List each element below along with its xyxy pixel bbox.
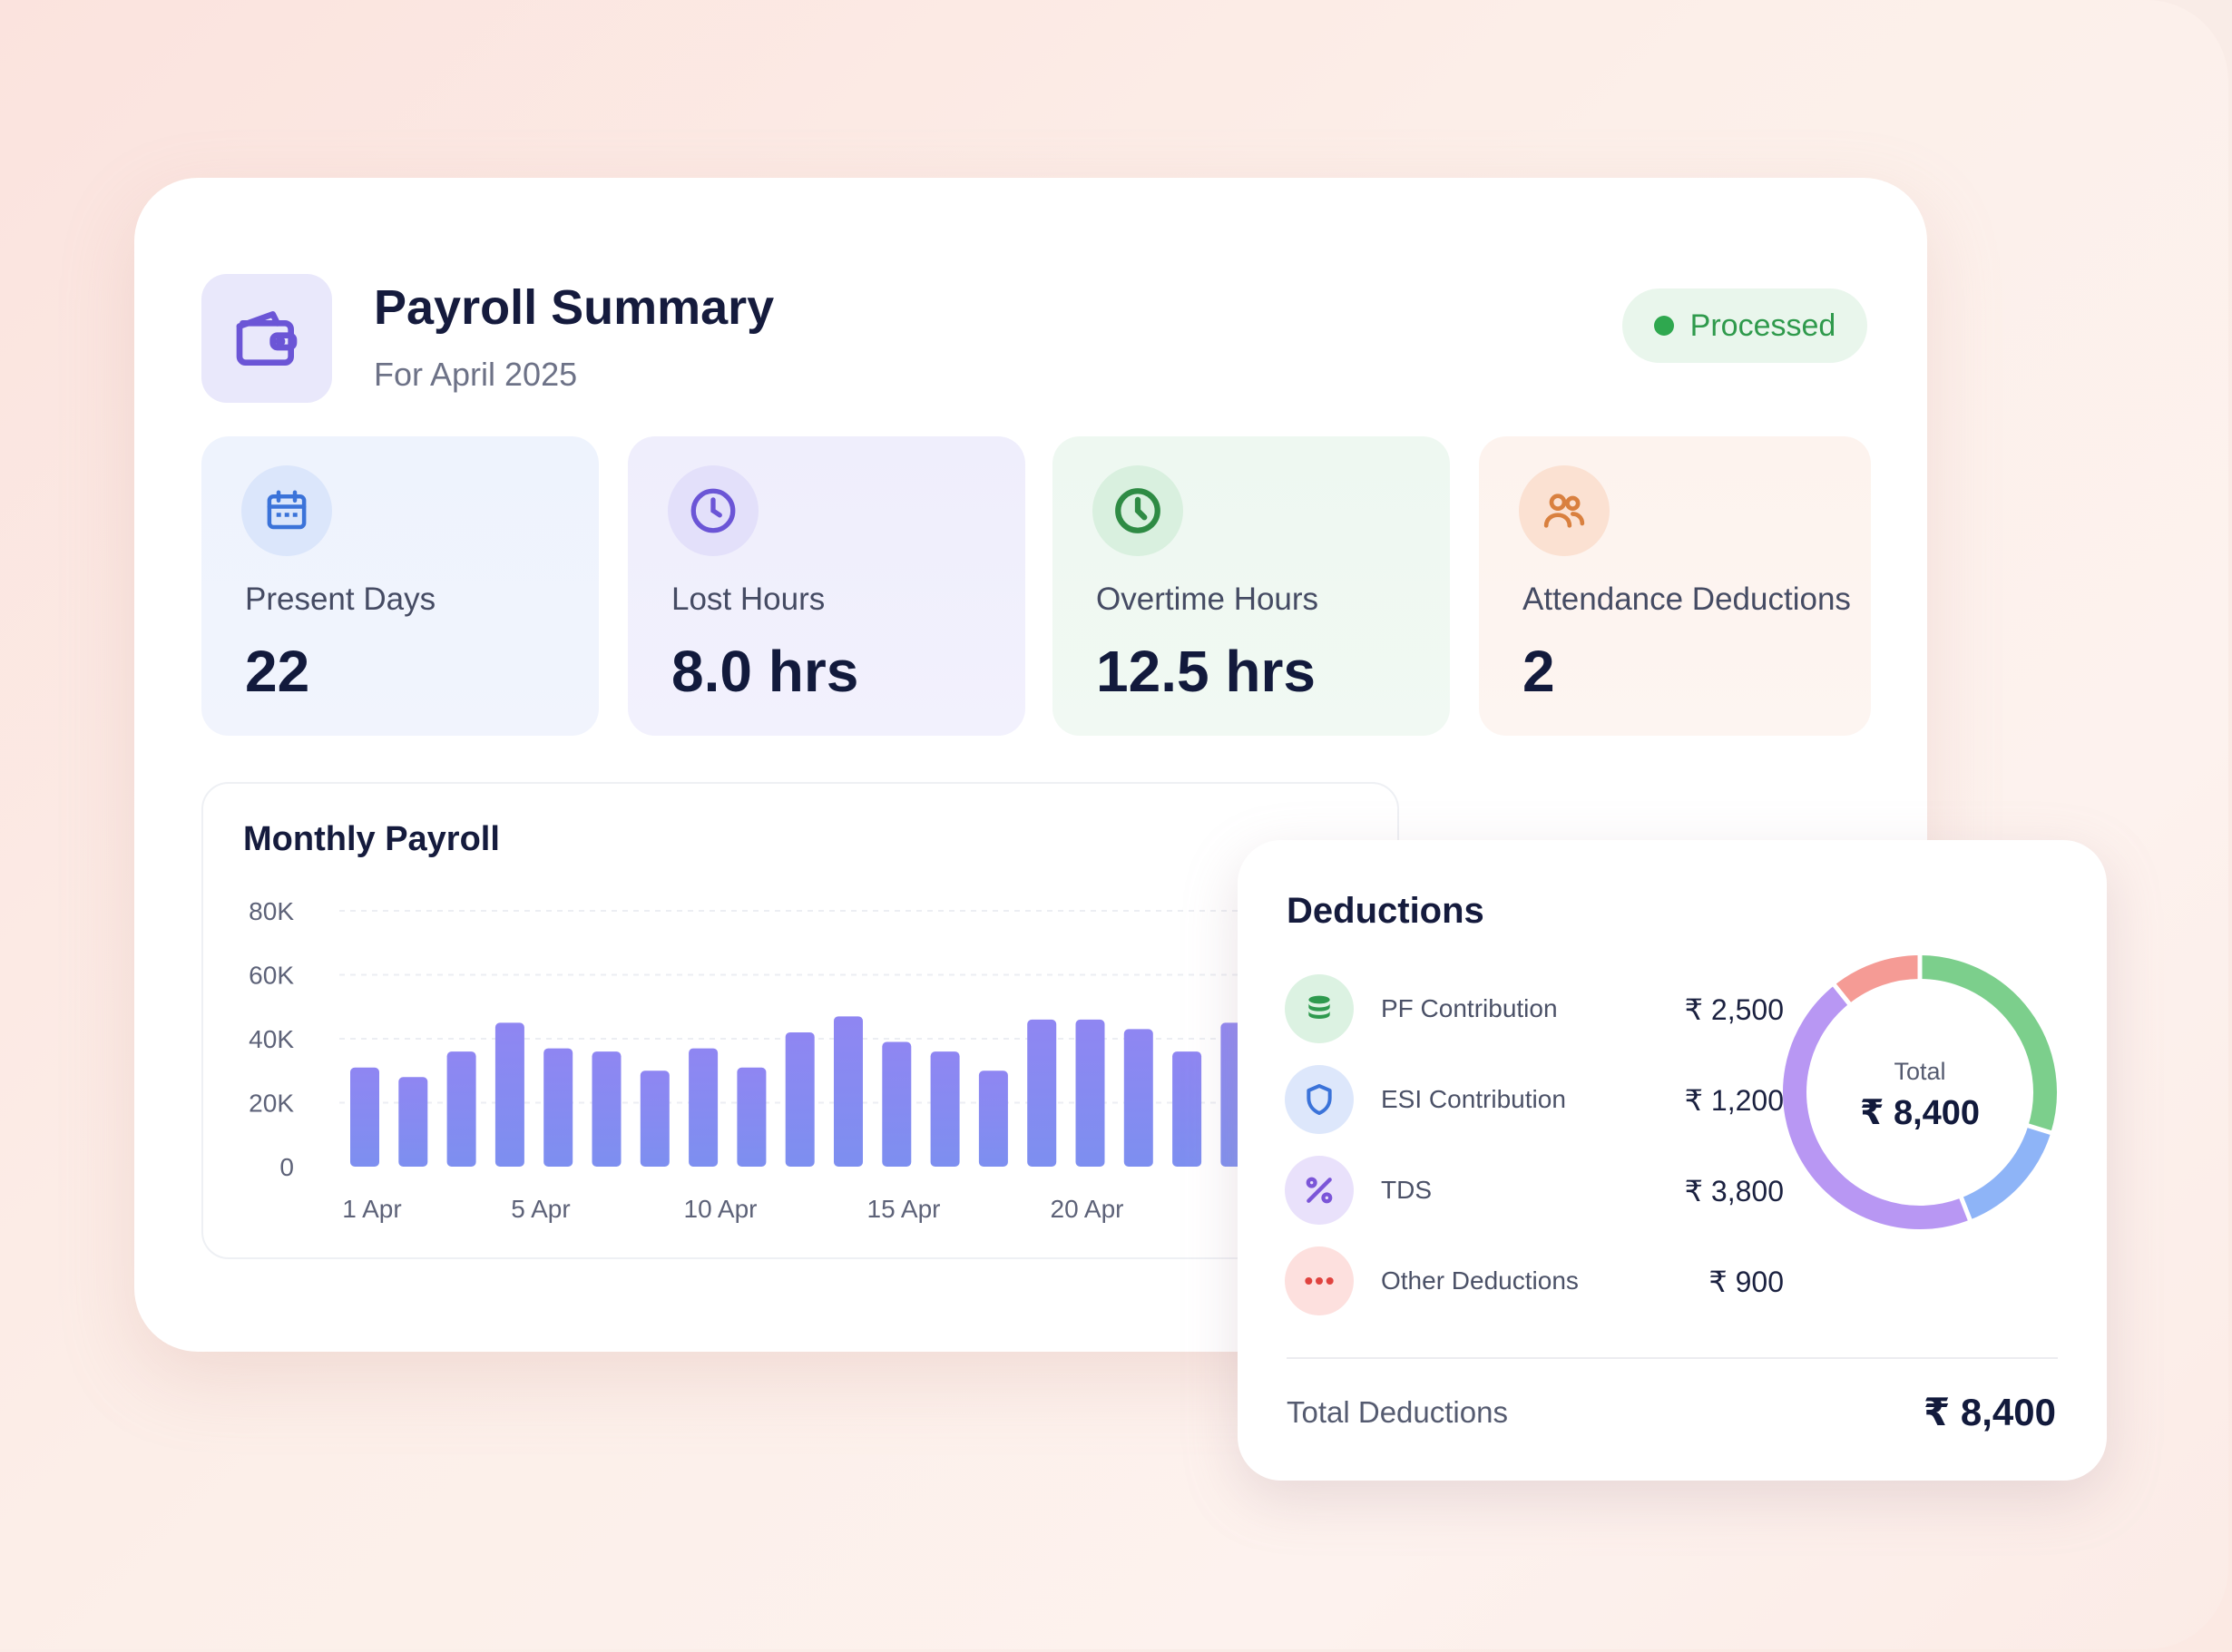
y-tick-label: 0 <box>279 1153 294 1181</box>
donut-segment[interactable] <box>1961 1125 2051 1220</box>
payroll-bar[interactable] <box>446 1051 476 1167</box>
donut-separator <box>1958 1195 1973 1223</box>
payroll-summary-card: Payroll Summary For April 2025 Processed… <box>134 178 1927 1352</box>
y-tick-label: 40K <box>249 1025 294 1053</box>
payroll-bar[interactable] <box>494 1022 524 1167</box>
deduction-name: TDS <box>1381 1176 1432 1204</box>
deduction-row-tds: TDS ₹ 3,800 <box>1285 1156 1784 1227</box>
payroll-bar[interactable] <box>1172 1051 1202 1167</box>
payroll-bar[interactable] <box>882 1041 912 1167</box>
deduction-amount: ₹ 2,500 <box>1684 993 1784 1026</box>
total-deductions-label: Total Deductions <box>1287 1395 1508 1429</box>
page-subtitle: For April 2025 <box>374 356 578 393</box>
deduction-amount: ₹ 3,800 <box>1684 1175 1784 1207</box>
divider <box>1287 1357 2058 1359</box>
deduction-amount: ₹ 900 <box>1708 1266 1784 1298</box>
x-tick-label: 15 Apr <box>867 1195 941 1223</box>
payroll-bar[interactable] <box>785 1031 815 1167</box>
total-deductions-value: ₹ 8,400 <box>1924 1391 2056 1433</box>
x-tick-label: 5 Apr <box>511 1195 570 1223</box>
donut-separator <box>1831 982 1853 1007</box>
payroll-bar[interactable] <box>978 1070 1008 1167</box>
payroll-bar[interactable] <box>1123 1029 1153 1167</box>
y-tick-label: 80K <box>249 897 294 925</box>
coins-icon <box>1285 974 1354 1043</box>
deduction-row-pf: PF Contribution ₹ 2,500 <box>1285 974 1784 1045</box>
deduction-row-esi: ESI Contribution ₹ 1,200 <box>1285 1065 1784 1136</box>
deductions-title: Deductions <box>1287 891 1484 931</box>
stat-card-lost-hours: Lost Hours 8.0 hrs <box>628 436 1025 736</box>
payroll-bar[interactable] <box>543 1048 573 1167</box>
status-badge: Processed <box>1622 288 1867 363</box>
calendar-icon <box>241 465 332 556</box>
wallet-tile <box>201 274 332 403</box>
clock-icon <box>668 465 759 556</box>
stat-card-attendance-deductions: Attendance Deductions 2 <box>1479 436 1871 736</box>
stat-value: 22 <box>245 639 310 704</box>
users-icon <box>1519 465 1610 556</box>
y-tick-label: 60K <box>249 962 294 990</box>
monthly-payroll-chart-card: Monthly Payroll 80K 60K 40K 20K 0 1 Apr 5 Apr 1… <box>201 782 1399 1259</box>
deduction-name: ESI Contribution <box>1381 1085 1566 1113</box>
donut-total-value: ₹ 8,400 <box>1859 1094 1981 1132</box>
deductions-card: Deductions PF Contribution ₹ 2,500 ESI C… <box>1238 840 2107 1481</box>
donut-segment[interactable] <box>1834 955 1921 1004</box>
payroll-bar[interactable] <box>350 1067 379 1167</box>
chart-title: Monthly Payroll <box>243 820 500 858</box>
donut-segment[interactable] <box>1919 955 2057 1133</box>
status-dot <box>1653 316 1674 336</box>
payroll-bar[interactable] <box>398 1077 428 1167</box>
x-tick-label: 1 Apr <box>342 1195 401 1223</box>
deduction-name: PF Contribution <box>1381 994 1558 1022</box>
payroll-bar[interactable] <box>689 1048 719 1167</box>
payroll-bar[interactable] <box>1027 1019 1057 1167</box>
clock-icon <box>1092 465 1183 556</box>
deduction-row-other: Other Deductions ₹ 900 <box>1285 1246 1784 1317</box>
x-tick-label: 10 Apr <box>684 1195 758 1223</box>
stat-label: Present Days <box>245 582 436 617</box>
donut-separator <box>2025 1122 2053 1136</box>
stat-label: Attendance Deductions <box>1522 582 1851 617</box>
x-tick-label: 20 Apr <box>1051 1195 1124 1223</box>
stat-card-overtime-hours: Overtime Hours 12.5 hrs <box>1052 436 1450 736</box>
payroll-bar[interactable] <box>930 1051 960 1167</box>
donut-segment[interactable] <box>1783 984 1971 1229</box>
stat-label: Lost Hours <box>671 582 826 617</box>
stat-card-present-days: Present Days 22 <box>201 436 599 736</box>
stat-label: Overtime Hours <box>1096 582 1319 617</box>
payroll-bar[interactable] <box>737 1067 767 1167</box>
stat-value: 8.0 hrs <box>671 639 859 704</box>
donut-total-label: Total <box>1894 1058 1946 1085</box>
deduction-amount: ₹ 1,200 <box>1684 1084 1784 1117</box>
stat-value: 12.5 hrs <box>1096 639 1316 704</box>
deduction-name: Other Deductions <box>1381 1266 1579 1295</box>
payroll-bar[interactable] <box>592 1051 622 1167</box>
status-label: Processed <box>1689 308 1836 343</box>
deductions-donut-chart <box>1783 953 2057 1229</box>
more-dots-icon <box>1285 1246 1354 1315</box>
shield-icon <box>1285 1065 1354 1134</box>
payroll-bar[interactable] <box>640 1070 670 1167</box>
monthly-payroll-bar-chart: 80K 60K 40K 20K 0 1 Apr 5 Apr 10 Apr 15 Apr 20 Ap… <box>249 897 1319 1223</box>
stat-value: 2 <box>1522 639 1555 704</box>
payroll-bar[interactable] <box>1075 1019 1105 1167</box>
wallet-icon <box>236 311 298 366</box>
payroll-bar[interactable] <box>834 1016 863 1167</box>
page-title: Payroll Summary <box>374 280 775 335</box>
y-tick-label: 20K <box>249 1090 294 1118</box>
percent-icon <box>1285 1156 1354 1225</box>
